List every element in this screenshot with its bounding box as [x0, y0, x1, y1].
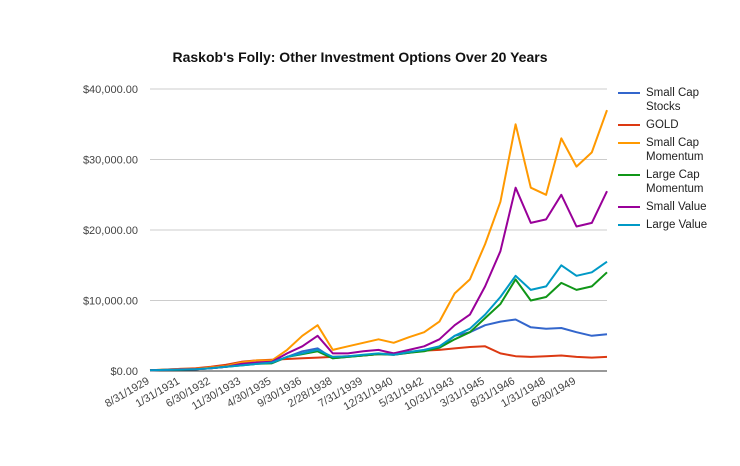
legend-swatch [618, 224, 640, 226]
legend-item: Small Cap Stocks [618, 86, 728, 114]
legend-item: GOLD [618, 118, 728, 132]
y-tick-label: $40,000.00 [83, 84, 138, 96]
y-tick-label: $30,000.00 [83, 155, 138, 167]
legend-label: Small Value [646, 201, 707, 213]
legend-swatch [618, 92, 640, 94]
legend: Small Cap Stocks GOLD Small Cap Momentum La… [618, 86, 728, 236]
legend-swatch [618, 124, 640, 126]
series-line [149, 186, 608, 372]
legend-swatch [618, 206, 640, 208]
series-line [149, 260, 608, 372]
legend-item: Large Value [618, 218, 728, 232]
legend-label: Large Cap Momentum [646, 169, 704, 195]
legend-item: Small Cap Momentum [618, 136, 728, 164]
chart-title: Raskob's Folly: Other Investment Options… [173, 49, 548, 65]
legend-swatch [618, 174, 640, 176]
y-tick-label: $20,000.00 [83, 225, 138, 237]
legend-label: Small Cap Momentum [646, 137, 704, 163]
y-tick-label: $0.00 [110, 366, 138, 378]
legend-item: Small Value [618, 200, 728, 214]
legend-label: Small Cap Stocks [646, 87, 700, 113]
legend-swatch [618, 142, 640, 144]
y-tick-label: $10,000.00 [83, 296, 138, 308]
series-line [149, 109, 608, 372]
legend-label: Large Value [646, 219, 708, 231]
legend-label: GOLD [646, 119, 679, 131]
series-line [149, 318, 608, 372]
legend-item: Large Cap Momentum [618, 168, 728, 196]
